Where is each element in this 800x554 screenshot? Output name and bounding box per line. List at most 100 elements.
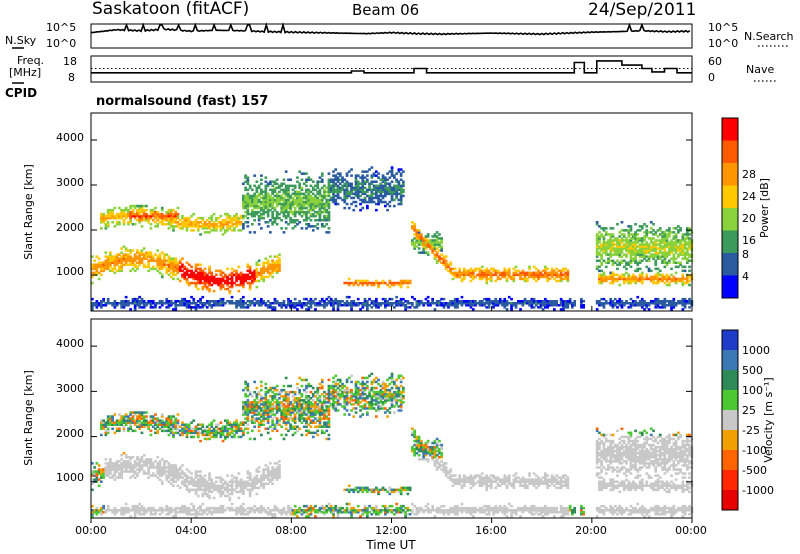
- power-cell: [147, 265, 150, 269]
- power-cell: [293, 198, 297, 202]
- power-cell: [187, 225, 191, 228]
- velocity-cell: [142, 464, 146, 467]
- velocity-cell: [165, 460, 169, 463]
- power-cell: [309, 184, 313, 188]
- power-cell: [262, 261, 265, 264]
- power-cell: [325, 304, 329, 307]
- velocity-cell: [106, 415, 110, 418]
- power-cell: [323, 190, 326, 194]
- power-cell: [293, 202, 297, 206]
- power-cell: [235, 216, 238, 220]
- power-cell: [665, 255, 669, 258]
- power-cell: [260, 302, 263, 305]
- power-cell: [203, 281, 207, 285]
- power-cell: [291, 227, 295, 230]
- power-cell: [415, 233, 419, 236]
- power-cell: [291, 204, 295, 208]
- power-cell: [131, 261, 135, 264]
- power-cell: [219, 271, 223, 275]
- power-cell: [237, 304, 241, 307]
- power-cell: [381, 186, 385, 190]
- power-cell: [228, 221, 232, 224]
- velocity-cell: [174, 419, 178, 422]
- power-cell: [559, 269, 563, 273]
- power-cell: [169, 219, 173, 222]
- velocity-cell: [187, 480, 191, 483]
- power-cell: [611, 275, 615, 279]
- velocity-cell: [187, 511, 191, 514]
- power-cell: [458, 302, 462, 305]
- power-cell: [260, 214, 263, 218]
- power-cell: [620, 259, 624, 262]
- power-cell: [372, 188, 376, 192]
- power-cell: [242, 281, 245, 285]
- power-cell: [426, 253, 430, 256]
- power-cell: [334, 297, 338, 301]
- power-cell: [456, 273, 459, 277]
- power-cell: [647, 255, 651, 258]
- velocity-cell: [196, 480, 200, 483]
- velocity-cell: [133, 419, 137, 422]
- power-cell: [413, 237, 416, 240]
- power-cell: [438, 259, 441, 262]
- power-cell: [611, 261, 615, 264]
- power-cell: [381, 180, 385, 183]
- power-cell: [674, 304, 678, 307]
- power-cell: [140, 306, 144, 309]
- power-cell: [115, 269, 119, 273]
- power-cell: [658, 249, 662, 252]
- power-cell: [124, 263, 128, 266]
- power-cell: [163, 265, 166, 269]
- power-cell: [151, 265, 155, 269]
- power-cell: [656, 306, 660, 309]
- power-cell: [174, 225, 178, 228]
- power-cell: [393, 186, 396, 190]
- power-cell: [142, 300, 146, 303]
- power-cell: [616, 263, 619, 266]
- power-cell: [246, 198, 250, 202]
- velocity-cell: [212, 484, 216, 487]
- power-cell: [248, 283, 252, 287]
- power-cell: [113, 265, 117, 269]
- power-cell: [181, 227, 184, 230]
- power-cell: [658, 300, 662, 303]
- power-cell: [151, 302, 155, 305]
- velocity-cell: [163, 425, 166, 428]
- power-cell: [347, 281, 351, 285]
- power-cell: [375, 281, 378, 285]
- power-cell: [104, 259, 108, 262]
- power-cell: [426, 243, 430, 246]
- velocity-cell: [154, 427, 157, 430]
- power-cell: [210, 223, 214, 226]
- power-cell: [291, 212, 295, 216]
- power-cell: [345, 194, 349, 198]
- velocity-cell: [142, 470, 146, 473]
- power-cell: [494, 273, 498, 277]
- power-cell: [343, 302, 347, 305]
- power-cell: [665, 300, 669, 303]
- velocity-cell: [127, 470, 130, 473]
- power-cell: [248, 184, 252, 188]
- power-cell: [440, 245, 443, 248]
- power-cell: [273, 208, 277, 212]
- velocity-cell: [181, 476, 184, 479]
- velocity-cell: [127, 506, 130, 510]
- power-cell: [510, 306, 513, 309]
- power-cell: [165, 300, 169, 303]
- power-cell: [334, 184, 338, 188]
- power-cell: [178, 227, 182, 230]
- power-colorbar: [722, 118, 738, 299]
- power-cell: [620, 306, 624, 309]
- power-cell: [300, 198, 304, 202]
- power-cell: [91, 255, 94, 258]
- power-cell: [607, 302, 610, 305]
- power-cell: [235, 221, 238, 224]
- power-cell: [257, 186, 261, 190]
- velocity-cell: [167, 509, 171, 512]
- power-cell: [598, 225, 601, 228]
- velocity-cell: [136, 464, 139, 467]
- power-cell: [273, 188, 277, 192]
- power-cell: [201, 281, 205, 285]
- power-cell: [260, 273, 263, 277]
- power-cell: [618, 261, 622, 264]
